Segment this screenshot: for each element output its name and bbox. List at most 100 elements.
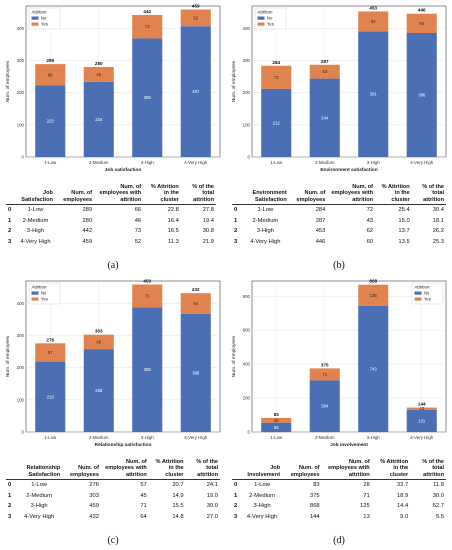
y-tick-label: 100: [17, 122, 25, 127]
cell: 18.1: [432, 217, 444, 224]
cell: 43: [366, 217, 374, 224]
bar-total-label: 284: [272, 60, 280, 65]
table-row: 2 3-High 442 73 16.5 30.8: [6, 226, 216, 236]
cell: 64: [140, 513, 147, 520]
cell: 30.0: [432, 492, 444, 499]
bar-value-label: 66: [48, 72, 53, 77]
table-row: 3 4-Very High 459 52 11.3 21.9: [6, 236, 216, 246]
panel-relationship-satisfaction: 0 100 200 300 400 219 57 276 1-Low 258 45 303 2-Medi…: [0, 275, 226, 550]
legend-label: Yes: [41, 297, 48, 302]
table-row: 2 3-High 868 125 14.4 52.7: [232, 501, 446, 511]
cell: 83: [313, 482, 320, 489]
row-index: 1: [234, 492, 238, 499]
header-cell: % of the total attrition: [411, 184, 446, 206]
bar-no: [406, 32, 437, 158]
header-cell: % of the total attrition: [185, 459, 220, 481]
bar-value-label: 57: [48, 350, 53, 355]
bar-value-label: 234: [95, 117, 103, 122]
chart-relationship-satisfaction: 0 100 200 300 400 219 57 276 1-Low 258 45 303 2-Medi…: [5, 279, 221, 448]
bar-yes: [35, 343, 66, 362]
bar-total-label: 868: [369, 279, 377, 284]
cell: 71: [363, 492, 370, 499]
bar-value-label: 71: [145, 293, 150, 298]
bar-value-label: 212: [273, 120, 281, 125]
header-index: [232, 459, 242, 481]
cell: 5.5: [435, 513, 444, 520]
cell: 27.0: [206, 513, 218, 520]
bar-total-label: 442: [143, 9, 151, 14]
legend-title: Attrition: [32, 285, 47, 290]
header-cell: % of the total attrition: [180, 184, 216, 206]
header-cell: Num. of employees: [54, 184, 95, 206]
bar-yes: [309, 64, 340, 79]
cell: 3-High: [256, 228, 274, 235]
row-index: 3: [234, 513, 238, 520]
y-tick-label: 0: [22, 155, 25, 160]
x-tick-label: 2-Medium: [315, 160, 335, 165]
bar-total-label: 459: [143, 279, 151, 284]
plot-area: [251, 280, 447, 433]
bar-no: [83, 81, 114, 157]
chart-environment-satisfaction: 0 100 200 300 400 212 72 284 1-Low 244 43 287 2-Medi…: [231, 5, 447, 173]
x-tick-label: 4-Very High: [410, 160, 433, 165]
legend-swatch-yes: [31, 22, 39, 26]
bar-yes: [35, 64, 66, 86]
header-index: [232, 184, 242, 206]
cell: 73: [134, 228, 142, 235]
bar-value-label: 62: [371, 19, 376, 24]
cell: 25.3: [432, 238, 444, 245]
bar-total-label: 446: [418, 8, 426, 13]
cell: 52.7: [432, 503, 444, 510]
legend-label: No: [41, 16, 47, 21]
row-index: 1: [234, 217, 238, 224]
y-tick-label: 300: [17, 333, 25, 338]
header-cell: Job Satisfaction: [16, 184, 55, 206]
legend-swatch-no: [414, 291, 422, 295]
bar-no: [309, 78, 340, 157]
bar-value-label: 219: [47, 394, 55, 399]
bar-yes: [132, 284, 163, 308]
header-cell: Num. of employees: [62, 459, 101, 481]
x-tick-label: 3-High: [367, 435, 380, 440]
cell: 15.0: [398, 217, 410, 224]
table-row: 1 2-Medium 280 46 16.4 19.4: [6, 216, 216, 226]
bar-value-label: 73: [145, 24, 150, 29]
row-index: 2: [234, 228, 238, 235]
bar-value-label: 368: [192, 370, 200, 375]
cell: 3-High: [253, 503, 271, 510]
cell: 16.4: [167, 217, 179, 224]
table-row: 0 1-Low 83 28 33.7 11.8: [232, 480, 446, 491]
bar-no: [132, 38, 163, 157]
y-tick-label: 800: [243, 294, 251, 299]
bar-yes: [83, 67, 114, 82]
x-tick-label: 1-Low: [44, 160, 57, 165]
cell: 72: [366, 207, 374, 214]
legend-label: No: [424, 291, 430, 296]
panel-caption: (d): [333, 535, 345, 546]
bar-no: [35, 361, 66, 432]
cell: 33.7: [396, 482, 409, 489]
cell: 442: [82, 228, 93, 235]
bar-value-label: 223: [47, 119, 55, 124]
y-axis-label: Num. of employees: [231, 60, 237, 102]
cell: 3-High: [30, 503, 48, 510]
y-tick-label: 0: [248, 155, 251, 160]
table-header-row: Relationship Satisfaction Num. of employ…: [6, 459, 220, 481]
cell: 4-Very High: [250, 238, 281, 245]
row-index: 0: [234, 482, 238, 489]
cell: 303: [89, 492, 99, 499]
row-index: 3: [8, 238, 12, 245]
x-tick-label: 4-Very High: [410, 435, 433, 440]
cell: 19.0: [206, 492, 218, 499]
bar-no: [358, 305, 389, 432]
table-row: 1 2-Medium 287 43 15.0 18.1: [232, 216, 446, 226]
y-tick-label: 400: [17, 26, 25, 31]
y-tick-label: 400: [243, 26, 251, 31]
cell: 15.5: [172, 503, 184, 510]
table-job-satisfaction: Job Satisfaction Num. of employees Num. …: [6, 184, 216, 247]
cell: 27.8: [202, 207, 214, 214]
legend-label: No: [267, 16, 273, 21]
bar-value-label: 258: [95, 388, 103, 393]
